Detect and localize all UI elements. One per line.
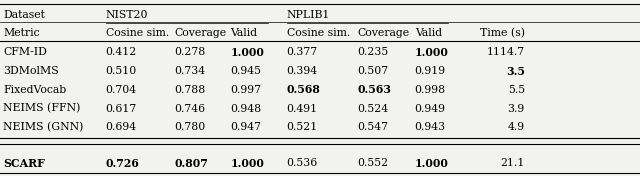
Text: NPLIB1: NPLIB1 xyxy=(287,10,330,20)
Text: Coverage: Coverage xyxy=(357,29,409,39)
Text: 0.568: 0.568 xyxy=(287,84,321,95)
Text: 0.746: 0.746 xyxy=(174,104,205,114)
Text: 0.547: 0.547 xyxy=(357,122,388,132)
Text: NEIMS (GNN): NEIMS (GNN) xyxy=(3,122,84,133)
Text: 0.235: 0.235 xyxy=(357,47,388,57)
Text: 4.9: 4.9 xyxy=(508,122,525,132)
Text: 0.788: 0.788 xyxy=(174,85,205,95)
Text: 0.377: 0.377 xyxy=(287,47,318,57)
Text: 0.412: 0.412 xyxy=(106,47,137,57)
Text: 1.000: 1.000 xyxy=(415,158,449,169)
Text: 0.919: 0.919 xyxy=(415,66,446,76)
Text: FixedVocab: FixedVocab xyxy=(3,85,67,95)
Text: NIST20: NIST20 xyxy=(106,10,148,20)
Text: 0.510: 0.510 xyxy=(106,66,137,76)
Text: 1.000: 1.000 xyxy=(230,158,264,169)
Text: Coverage: Coverage xyxy=(174,29,226,39)
Text: 0.948: 0.948 xyxy=(230,104,262,114)
Text: 0.552: 0.552 xyxy=(357,158,388,168)
Text: 0.694: 0.694 xyxy=(106,122,137,132)
Text: 3.5: 3.5 xyxy=(506,65,525,77)
Text: 5.5: 5.5 xyxy=(508,85,525,95)
Text: 0.943: 0.943 xyxy=(415,122,446,132)
Text: 0.780: 0.780 xyxy=(174,122,205,132)
Text: Time (s): Time (s) xyxy=(480,28,525,39)
Text: 3.9: 3.9 xyxy=(508,104,525,114)
Text: 0.521: 0.521 xyxy=(287,122,318,132)
Text: 1.000: 1.000 xyxy=(230,47,264,58)
Text: 1.000: 1.000 xyxy=(415,47,449,58)
Text: 21.1: 21.1 xyxy=(500,158,525,168)
Text: 0.807: 0.807 xyxy=(174,158,208,169)
Text: 0.394: 0.394 xyxy=(287,66,318,76)
Text: Valid: Valid xyxy=(415,29,442,39)
Text: NEIMS (FFN): NEIMS (FFN) xyxy=(3,103,81,114)
Text: Cosine sim.: Cosine sim. xyxy=(106,29,169,39)
Text: 0.949: 0.949 xyxy=(415,104,445,114)
Text: 0.524: 0.524 xyxy=(357,104,388,114)
Text: 1114.7: 1114.7 xyxy=(486,47,525,57)
Text: 0.617: 0.617 xyxy=(106,104,137,114)
Text: 0.726: 0.726 xyxy=(106,158,140,169)
Text: 0.507: 0.507 xyxy=(357,66,388,76)
Text: Metric: Metric xyxy=(3,29,40,39)
Text: 0.704: 0.704 xyxy=(106,85,137,95)
Text: Dataset: Dataset xyxy=(3,10,45,20)
Text: 0.536: 0.536 xyxy=(287,158,318,168)
Text: CFM-ID: CFM-ID xyxy=(3,47,47,57)
Text: 3DMolMS: 3DMolMS xyxy=(3,66,59,76)
Text: 0.278: 0.278 xyxy=(174,47,205,57)
Text: 0.491: 0.491 xyxy=(287,104,318,114)
Text: 0.998: 0.998 xyxy=(415,85,446,95)
Text: Valid: Valid xyxy=(230,29,257,39)
Text: 0.734: 0.734 xyxy=(174,66,205,76)
Text: Cosine sim.: Cosine sim. xyxy=(287,29,350,39)
Text: 0.945: 0.945 xyxy=(230,66,261,76)
Text: SCARF: SCARF xyxy=(3,158,45,169)
Text: 0.563: 0.563 xyxy=(357,84,391,95)
Text: 0.997: 0.997 xyxy=(230,85,261,95)
Text: 0.947: 0.947 xyxy=(230,122,261,132)
